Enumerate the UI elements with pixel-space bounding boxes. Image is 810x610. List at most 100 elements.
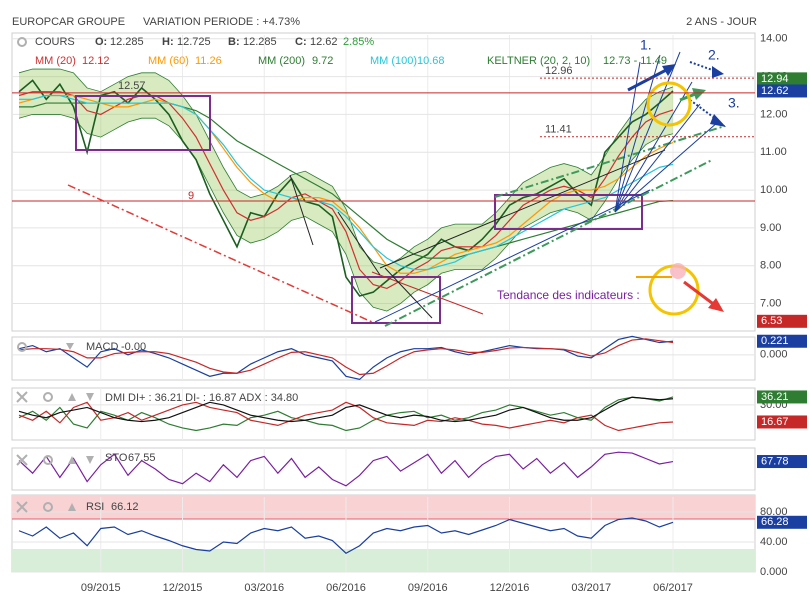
period: 2 ANS - JOUR: [686, 16, 757, 28]
settings-icon[interactable]: [17, 37, 27, 47]
level-label: 11.41: [545, 124, 572, 136]
move-down-icon[interactable]: [66, 343, 74, 350]
level-label: 12.96: [545, 65, 573, 77]
legend-name: MM (200): [258, 55, 305, 67]
indicator-title: STO: [105, 452, 128, 464]
value-tag-label: 36.21: [761, 391, 789, 403]
move-up-icon[interactable]: [68, 456, 76, 464]
annotation: 9: [188, 190, 194, 202]
legend-value: 12.12: [82, 55, 110, 67]
level-label: 12.57: [118, 80, 146, 92]
legend-name: MM (100): [370, 55, 417, 67]
series-line: [19, 94, 674, 271]
annotation: 2.: [708, 47, 720, 63]
close-icon[interactable]: [16, 501, 28, 513]
move-up-icon[interactable]: [68, 393, 76, 401]
price-panel: [11, 32, 756, 332]
legend-name: MM (20): [35, 55, 76, 67]
series-line: [18, 91, 674, 290]
trend-line: [67, 184, 373, 323]
series-line: [18, 451, 674, 487]
y-tick-label: 0.000: [760, 566, 788, 578]
x-tick-label: 03/2016: [244, 582, 284, 594]
value-tag-label: 12.62: [761, 85, 789, 97]
highlight-box: [351, 276, 441, 324]
value-tag-label: 16.67: [761, 416, 789, 428]
keltner-upper: [18, 68, 674, 267]
value-tag-label: 6.53: [761, 315, 782, 327]
x-tick-label: 06/2017: [653, 582, 693, 594]
settings-icon[interactable]: [17, 342, 27, 352]
quote-field: O:: [95, 36, 107, 48]
instrument-name: EUROPCAR GROUPE: [12, 16, 125, 28]
trend-line: [337, 211, 381, 276]
series-line: [18, 338, 674, 376]
value-tag: [757, 84, 807, 98]
arrow-head: [710, 114, 726, 127]
x-tick-label: 06/2016: [326, 582, 366, 594]
highlight-box: [75, 95, 211, 151]
x-tick-label: 09/2015: [81, 582, 121, 594]
series-line: [18, 94, 674, 274]
value-tag: [757, 390, 807, 404]
y-tick-label: 14.00: [760, 33, 788, 45]
y-tick-label: 80.00: [760, 506, 788, 518]
drawings: EUROPCAR GROUPE VARIATION PERIODE : +4.7…: [12, 16, 807, 529]
quote-value: 12.62: [310, 36, 338, 48]
y-tick-label: 12.00: [760, 108, 788, 120]
indicator-title: MACD: [86, 341, 118, 353]
period-variation: VARIATION PERIODE : +4.73%: [143, 16, 300, 28]
fan-line: [614, 51, 681, 213]
legend-name: MM (60): [148, 55, 189, 67]
value-tag: [757, 334, 807, 348]
fan-line: [614, 81, 693, 213]
quote-value: 12.725: [177, 36, 211, 48]
legend-name: KELTNER (20, 2, 10): [487, 55, 590, 67]
value-tag-label: 67.78: [761, 455, 789, 467]
close-icon[interactable]: [16, 454, 28, 466]
trend-line: [289, 174, 314, 246]
quote-value: 12.285: [110, 36, 144, 48]
move-down-icon[interactable]: [86, 393, 94, 401]
keltner-band: [19, 69, 673, 312]
legend-value: 11.26: [195, 55, 222, 67]
legend-value: 12.73 - 11.49: [603, 55, 667, 67]
arrow-head: [662, 64, 676, 76]
x-tick-label: 09/2016: [408, 582, 448, 594]
quote-field: B:: [228, 36, 240, 48]
plot: 09/2015 12/2015 03/2016 06/2016 09/2016 12/20…: [12, 33, 788, 594]
panel-icons: [16, 342, 94, 513]
highlight-circle: [646, 81, 692, 127]
settings-icon[interactable]: [43, 455, 53, 465]
trend-line: [379, 149, 666, 269]
value-tag: [757, 455, 807, 469]
indicator-title: DMI: [105, 392, 125, 404]
indicator-title: RSI: [86, 501, 104, 513]
settings-icon[interactable]: [43, 392, 53, 402]
y-tick-label: 10.00: [760, 184, 788, 196]
y-tick-label: 0.000: [760, 349, 788, 361]
value-tag-label: 12.94: [761, 73, 789, 85]
value-tag-label: 0.221: [761, 335, 789, 347]
indicator-reading: DI+ : 36.21 DI- : 16.87 ADX : 34.80: [128, 392, 298, 404]
move-down-icon[interactable]: [86, 456, 94, 464]
series-line: [18, 396, 674, 423]
rsi-overbought-zone: [12, 495, 755, 519]
legend-value: 10.68: [417, 55, 445, 67]
arrow-head: [692, 88, 706, 100]
arrow-head: [708, 298, 724, 312]
annotation: 1.: [640, 37, 652, 53]
x-tick-label: 03/2017: [571, 582, 611, 594]
quote-field: H:: [162, 36, 174, 48]
quote-field: C:: [295, 36, 307, 48]
move-up-icon[interactable]: [68, 503, 76, 511]
settings-icon[interactable]: [43, 502, 53, 512]
trend-line: [384, 267, 433, 319]
fan-line: [614, 103, 701, 213]
close-icon[interactable]: [16, 391, 28, 403]
value-tag: [757, 415, 807, 429]
legend-value: 9.72: [312, 55, 333, 67]
